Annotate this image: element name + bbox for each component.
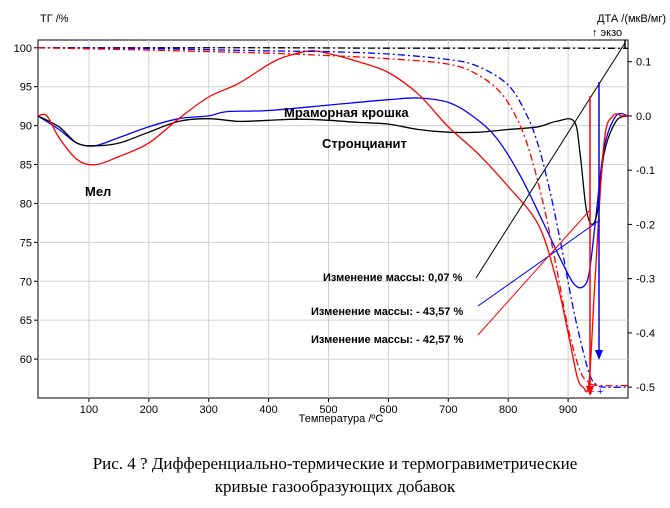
x-tick-label: 100 [80,404,98,416]
y-left-tick-label: 80 [20,198,32,210]
y-right-tick-label: -0.4 [636,328,655,340]
annotation-mass-change-1: Изменение массы: 0,07 % [323,272,463,284]
y-right-tick-label: -0.1 [636,165,655,177]
y-right-tick-label: -0.3 [636,274,655,286]
x-tick-label: 400 [259,404,277,416]
mass-arrow-blue-head [595,350,603,360]
thermal-analysis-chart: 100 200 300 400 500 600 700 800 900 60 65 70 75 80 85 9… [14,13,666,425]
y-left-tick-label: 95 [20,82,32,94]
grid [38,40,628,398]
x-axis-title: Температура /ºC [299,413,384,425]
plot-frame [37,39,629,399]
y-left-tick-label: 70 [20,276,32,288]
y-axis-right-title: ДТА /(мкВ/мг) [597,13,666,25]
y-left-tick-label: 65 [20,315,32,327]
y-left-tick-label: 75 [20,237,32,249]
annotation-leader-3 [477,209,591,336]
annotation-leader-2 [477,219,601,307]
x-tick-label: 800 [499,404,517,416]
y-right-tick-label: -0.2 [636,219,655,231]
x-tick-label: 300 [200,404,218,416]
end-marker-red: + [588,386,594,398]
exo-label: ↑ экзо [592,27,622,39]
y-axis-left-title: ТГ /% [40,13,69,25]
figure-caption: Рис. 4 ? Дифференциально-термические и т… [0,452,670,498]
series-line-3 [38,47,629,49]
series-line-4 [37,47,629,388]
mass-arrow-red-head [586,386,594,396]
curve-label-chalk: Мел [85,184,111,199]
curve-label-marble: Мраморная крошка [284,105,409,120]
x-tick-label: 900 [559,404,577,416]
y-right-tick-label: 0.1 [636,57,651,69]
tick-labels: 100 200 300 400 500 600 700 800 900 60 65 70 75 80 85 9… [14,43,655,416]
curve-label-strontianite: Стронцианит [322,136,407,151]
series-line-5 [37,47,629,387]
annotation-leader-1 [475,42,626,279]
y-left-tick-label: 85 [20,160,32,172]
series-line-1 [37,115,629,226]
y-left-tick-label: 60 [20,354,32,366]
caption-line-2: кривые газообразующих добавок [214,477,456,496]
series-layer [37,47,629,393]
caption-line-1: Рис. 4 ? Дифференциально-термические и т… [92,454,578,473]
x-tick-label: 700 [439,404,457,416]
annotation-mass-change-2: Изменение массы: - 43,57 % [311,306,463,318]
x-tick-label: 500 [319,404,337,416]
y-right-tick-label: 0.0 [636,111,651,123]
x-tick-label: 200 [140,404,158,416]
y-left-tick-label: 90 [20,121,32,133]
series-line-0 [37,97,629,289]
annotation-mass-change-3: Изменение массы: - 42,57 % [311,334,463,346]
series-line-2 [37,50,628,393]
y-left-tick-label: 100 [14,43,32,55]
end-marker-blue: + [597,386,603,398]
x-tick-label: 600 [379,404,397,416]
y-right-tick-label: -0.5 [636,382,655,394]
